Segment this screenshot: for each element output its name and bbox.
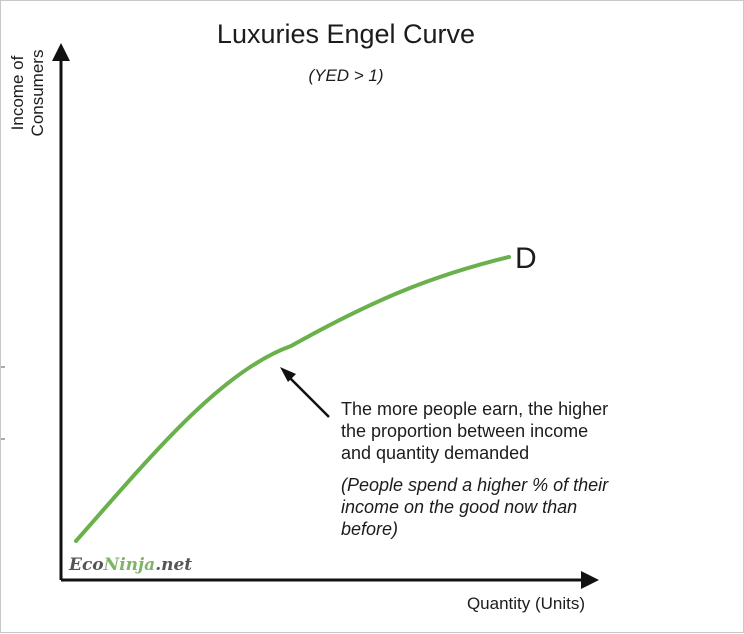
logo-part-net: .net [155,555,192,575]
annotation-line-3: and quantity demanded [341,443,529,463]
y-axis-arrowhead [52,43,70,61]
logo-part-ninja: Ninja [103,555,156,575]
annotation-arrow [286,374,330,418]
x-axis-arrowhead [581,571,599,589]
logo-part-eco: Eco [68,555,104,575]
curve-label-d: D [515,242,537,275]
annotation-italic-line-2: income on the good now than [341,497,577,517]
annotation-line-2: the proportion between income [341,421,588,441]
y-axis-label-line1: Income of [8,55,27,130]
engel-curve-d [74,255,511,543]
x-axis-label: Quantity (Units) [467,594,585,613]
annotation-arrowhead [280,367,296,382]
annotation-italic-line-3: before) [341,519,398,539]
y-axis-label-line2: Consumers [28,50,47,137]
econinja-logo: EcoNinja.net [68,555,192,575]
annotation-italic-line-1: (People spend a higher % of their [341,475,609,495]
annotation-line-1: The more people earn, the higher [341,399,608,419]
diagram-title: Luxuries Engel Curve [217,19,475,49]
diagram-subtitle: (YED > 1) [308,66,383,85]
